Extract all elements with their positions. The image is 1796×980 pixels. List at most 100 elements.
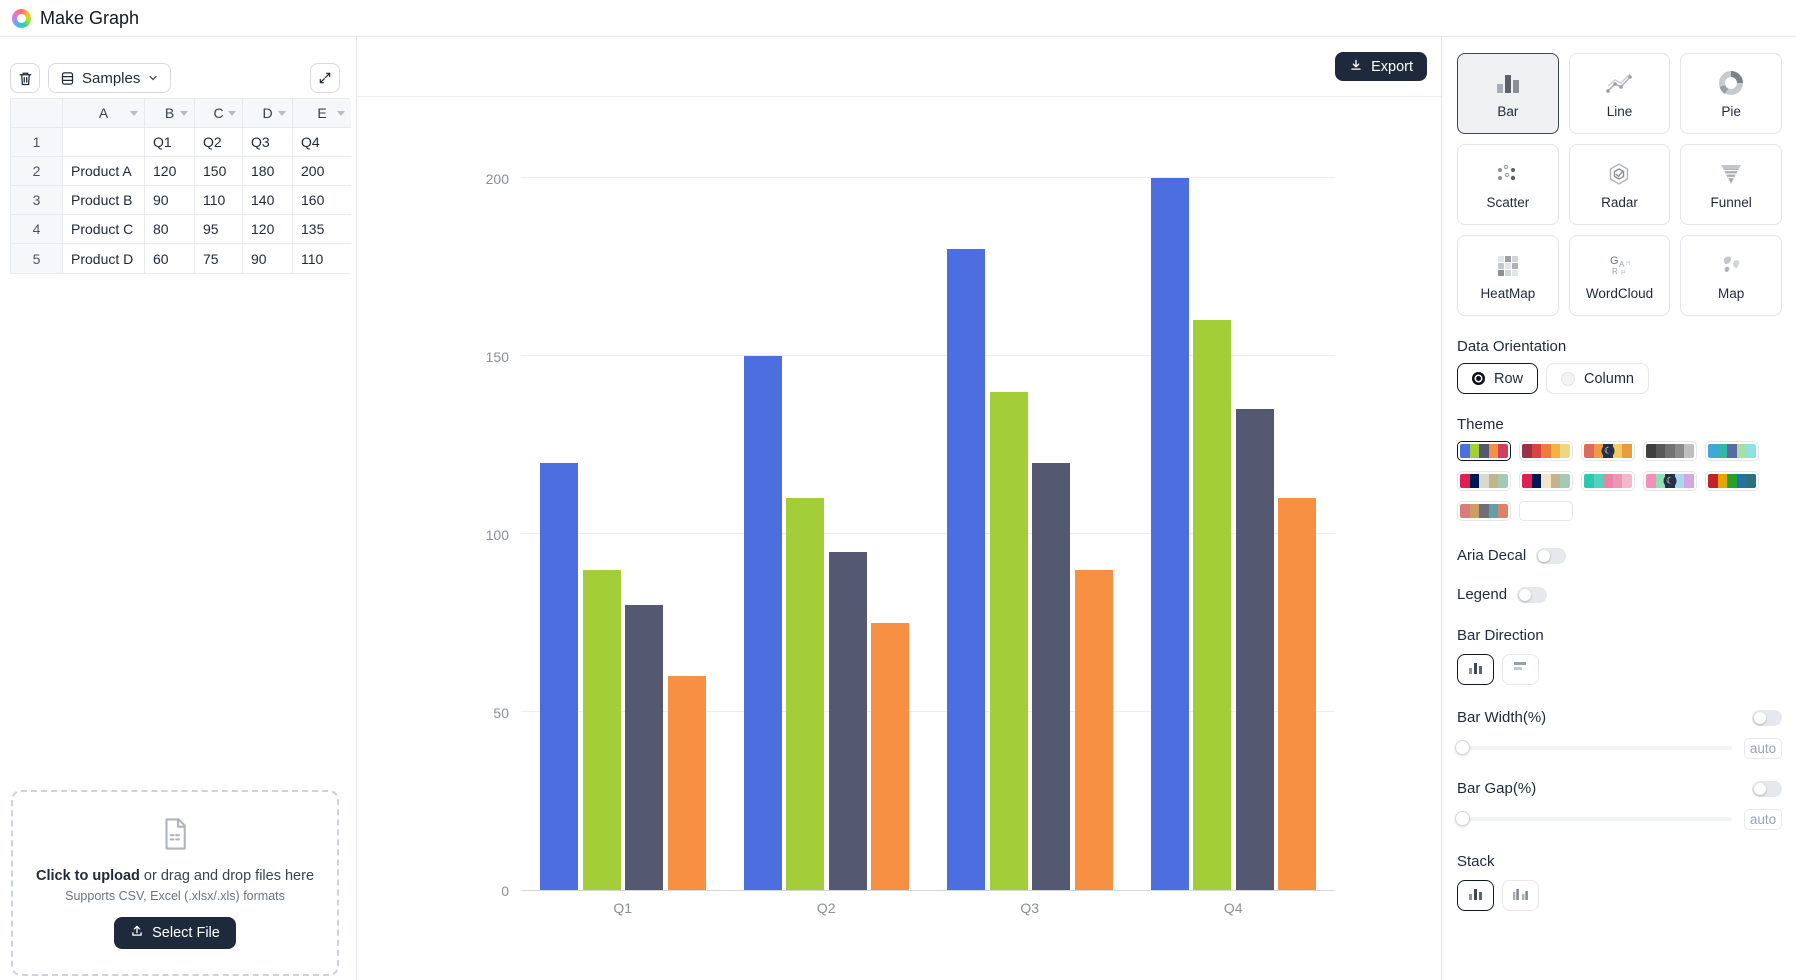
delete-data-button[interactable] — [10, 63, 40, 93]
theme-swatch-9[interactable]: ☾ — [1643, 471, 1697, 491]
table-cell[interactable]: 60 — [145, 244, 195, 273]
table-cell[interactable]: 90 — [243, 244, 293, 273]
table-cell[interactable]: 110 — [195, 186, 243, 215]
table-cell[interactable]: 80 — [145, 215, 195, 244]
settings-panel: Bar Line Pie Scatter Radar Funnel HeatMap G A H R P… — [1441, 37, 1796, 980]
theme-swatch-11[interactable] — [1457, 501, 1511, 521]
table-cell[interactable]: Product D — [63, 244, 145, 273]
table-row: 2 Product A 120 150 180 200 — [11, 157, 351, 186]
bar[interactable] — [947, 249, 985, 890]
bar[interactable] — [786, 498, 824, 890]
table-cell[interactable]: 140 — [243, 186, 293, 215]
bar-direction-vertical-button[interactable] — [1457, 654, 1494, 685]
row-number: 3 — [11, 186, 63, 215]
chart-type-bar-button[interactable]: Bar — [1457, 53, 1559, 134]
bar[interactable] — [1278, 498, 1316, 890]
bar-width-slider[interactable] — [1455, 740, 1732, 755]
bar[interactable] — [743, 356, 782, 890]
chart-type-wordcloud-button[interactable]: G A H R P WordCloud — [1568, 235, 1671, 316]
table-cell[interactable]: Q3 — [243, 128, 293, 157]
chart-type-pie-button[interactable]: Pie — [1680, 53, 1782, 134]
upload-dropzone[interactable]: Click to upload or drag and drop files h… — [11, 790, 339, 976]
column-header-A[interactable]: A — [63, 99, 145, 128]
bar[interactable] — [625, 605, 663, 890]
theme-swatch-8[interactable] — [1581, 471, 1635, 491]
table-cell[interactable]: 120 — [243, 215, 293, 244]
bar-width-slider-handle[interactable] — [1455, 740, 1470, 755]
bar-gap-toggle[interactable] — [1752, 780, 1782, 797]
column-sort-caret-icon[interactable] — [130, 111, 138, 116]
table-cell[interactable]: Q1 — [145, 128, 195, 157]
svg-text:R: R — [1612, 267, 1618, 276]
table-cell[interactable]: 180 — [243, 157, 293, 186]
theme-swatch-2[interactable] — [1519, 441, 1573, 461]
bar[interactable] — [1150, 178, 1189, 890]
chart-type-scatter-button[interactable]: Scatter — [1457, 144, 1559, 225]
aria-decal-toggle[interactable] — [1536, 547, 1567, 564]
table-cell[interactable]: 200 — [293, 157, 351, 186]
column-sort-caret-icon[interactable] — [278, 111, 286, 116]
theme-swatch-1[interactable] — [1457, 441, 1511, 461]
bar[interactable] — [1235, 409, 1274, 890]
bar[interactable] — [1193, 320, 1231, 890]
y-axis-label: 0 — [501, 883, 509, 899]
column-header-D[interactable]: D — [243, 99, 293, 128]
radio-icon — [1561, 371, 1576, 386]
bar-gap-slider-handle[interactable] — [1455, 811, 1470, 826]
table-cell[interactable]: Q4 — [293, 128, 351, 157]
bar[interactable] — [667, 676, 706, 890]
chart-type-radar-button[interactable]: Radar — [1568, 144, 1671, 225]
table-cell[interactable]: 120 — [145, 157, 195, 186]
bar-direction-horizontal-button[interactable] — [1502, 654, 1539, 685]
bar[interactable] — [1074, 569, 1113, 890]
table-cell[interactable]: 110 — [293, 244, 351, 273]
app-header: Make Graph — [0, 0, 1796, 37]
chart-type-heatmap-button[interactable]: HeatMap — [1457, 235, 1559, 316]
bar[interactable] — [871, 623, 909, 890]
column-header-C[interactable]: C — [195, 99, 243, 128]
table-cell[interactable]: 160 — [293, 186, 351, 215]
bar-gap-slider[interactable] — [1455, 811, 1732, 826]
column-sort-caret-icon[interactable] — [228, 111, 236, 116]
theme-swatch-12[interactable] — [1519, 501, 1573, 521]
chart-type-line-button[interactable]: Line — [1568, 53, 1671, 134]
bar[interactable] — [828, 551, 867, 890]
theme-swatch-3[interactable]: ☾ — [1581, 441, 1635, 461]
bar[interactable] — [582, 569, 621, 890]
table-cell[interactable]: 135 — [293, 215, 351, 244]
stacked-bars-icon-button[interactable] — [1502, 880, 1539, 911]
orientation-column-button[interactable]: Column — [1546, 363, 1649, 394]
theme-swatch-6[interactable] — [1457, 471, 1511, 491]
orientation-row-button[interactable]: Row — [1457, 363, 1539, 394]
bar-width-toggle[interactable] — [1752, 709, 1782, 726]
table-cell[interactable] — [63, 128, 145, 157]
table-cell[interactable]: 150 — [195, 157, 243, 186]
export-button[interactable]: Export — [1335, 52, 1427, 81]
table-cell[interactable]: Q2 — [195, 128, 243, 157]
samples-dropdown[interactable]: Samples — [48, 63, 172, 93]
select-file-button[interactable]: Select File — [114, 917, 236, 949]
bar[interactable] — [989, 391, 1028, 890]
table-cell[interactable]: 75 — [195, 244, 243, 273]
theme-swatch-10[interactable] — [1705, 471, 1759, 491]
table-cell[interactable]: Product B — [63, 186, 145, 215]
legend-toggle[interactable] — [1517, 586, 1548, 603]
chart-type-funnel-button[interactable]: Funnel — [1680, 144, 1782, 225]
stack-grouped-button[interactable] — [1457, 880, 1494, 911]
column-header-B[interactable]: B — [145, 99, 195, 128]
chart-type-map-button[interactable]: Map — [1680, 235, 1782, 316]
table-cell[interactable]: 95 — [195, 215, 243, 244]
column-sort-caret-icon[interactable] — [180, 111, 188, 116]
expand-table-button[interactable] — [310, 63, 340, 93]
theme-swatch-7[interactable] — [1519, 471, 1573, 491]
table-cell[interactable]: Product A — [63, 157, 145, 186]
theme-swatch-4[interactable] — [1643, 441, 1697, 461]
theme-swatch-5[interactable] — [1705, 441, 1759, 461]
table-cell[interactable]: 90 — [145, 186, 195, 215]
table-cell[interactable]: Product C — [63, 215, 145, 244]
bar[interactable] — [540, 462, 578, 890]
bar[interactable] — [1032, 462, 1070, 890]
column-header-E[interactable]: E — [293, 99, 351, 128]
column-sort-caret-icon[interactable] — [337, 111, 345, 116]
